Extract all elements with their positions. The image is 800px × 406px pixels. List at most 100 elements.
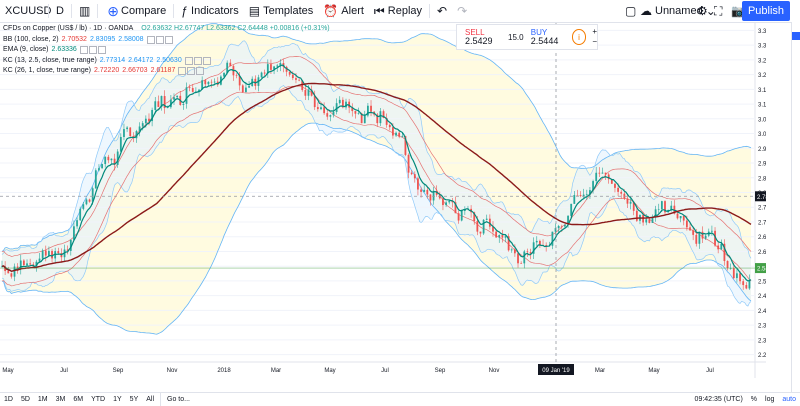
candle-body: [589, 190, 591, 194]
candle-body: [526, 251, 529, 253]
indicator-control-icon[interactable]: [184, 56, 193, 65]
candle-body: [354, 111, 357, 114]
candle-body: [385, 117, 388, 125]
legend-indicator-row[interactable]: EMA (9, close) 2.63336: [3, 45, 330, 56]
candle-body: [13, 266, 16, 277]
candle-body: [739, 273, 741, 282]
candle-body: [557, 226, 560, 229]
range-buttons: 1D 5D 1M 3M 6M YTD 1Y 5Y All: [0, 396, 158, 403]
candle-body: [685, 220, 688, 228]
settings-button[interactable]: ⚙: [692, 0, 713, 22]
price-chart[interactable]: 3.35000 3.30000 3.25000 3.20000 3.15000 3.100…: [0, 23, 766, 378]
candle-body: [129, 127, 132, 137]
sell-button[interactable]: SELL 2.5429: [457, 28, 506, 46]
candle-body: [207, 81, 210, 85]
indicator-controls[interactable]: [146, 35, 173, 44]
range-button-1m[interactable]: 1M: [37, 395, 48, 403]
chart-type-button[interactable]: ▥: [74, 0, 95, 22]
candle-body: [144, 118, 147, 124]
replay-icon: ⏮: [373, 3, 385, 18]
candle-body: [539, 240, 541, 246]
indicator-control-icon[interactable]: [146, 35, 155, 44]
indicator-control-icon[interactable]: [88, 46, 97, 55]
redo-button[interactable]: ↷: [452, 0, 472, 22]
buy-button[interactable]: BUY 2.5444: [526, 28, 572, 46]
candle-body: [323, 107, 326, 114]
range-button-1d[interactable]: 1D: [4, 395, 13, 403]
candle-body: [138, 126, 141, 132]
candle-body: [194, 91, 197, 93]
legend-indicator-row[interactable]: BB (100, close, 2) 2.70532 2.83095 2.58008: [3, 35, 330, 46]
indicator-control-icon[interactable]: [178, 67, 187, 76]
candle-body: [198, 89, 200, 92]
indicator-control-icon[interactable]: [155, 35, 164, 44]
price-tick-label: 2.65000: [758, 235, 766, 241]
indicator-controls[interactable]: [79, 46, 106, 55]
candle-body: [726, 261, 729, 269]
indicator-control-icon[interactable]: [196, 67, 205, 76]
log-toggle[interactable]: log: [765, 395, 775, 403]
indicators-button[interactable]: ƒ Indicators: [176, 0, 243, 22]
indicator-control-icon[interactable]: [202, 56, 211, 65]
candle-body: [714, 230, 716, 246]
templates-button[interactable]: ▤ Templates: [244, 0, 319, 22]
candle-body: [479, 231, 482, 234]
candle-body: [473, 212, 476, 222]
goto-button[interactable]: Go to...: [167, 395, 190, 403]
crosshair-time-label: 09 Jan '19: [542, 368, 570, 374]
indicator-control-icon[interactable]: [193, 56, 202, 65]
candle-body: [517, 253, 519, 264]
info-icon[interactable]: i: [571, 29, 587, 45]
range-button-1y[interactable]: 1Y: [113, 395, 122, 403]
candle-body: [682, 215, 685, 221]
indicator-control-icon[interactable]: [164, 35, 173, 44]
compare-button[interactable]: ⊕ Compare: [100, 0, 171, 22]
auto-toggle[interactable]: auto: [782, 395, 796, 403]
price-tick-label: 3.35000: [758, 29, 766, 35]
clock-time: 09:42:35 (UTC): [694, 395, 743, 403]
range-button-ytd[interactable]: YTD: [91, 395, 106, 403]
range-button-6m[interactable]: 6M: [73, 395, 84, 403]
price-tick-label: 2.30000: [758, 338, 766, 344]
range-button-5y[interactable]: 5Y: [129, 395, 139, 403]
candle-body: [410, 172, 413, 175]
percent-toggle[interactable]: %: [750, 395, 758, 403]
candle-body: [98, 168, 100, 171]
indicator-controls[interactable]: [184, 56, 211, 65]
range-button-3m[interactable]: 3M: [55, 395, 66, 403]
alert-button[interactable]: ⏰ Alert: [318, 0, 369, 22]
interval-button[interactable]: D: [56, 5, 64, 17]
symbol-input[interactable]: XCUUSD: [5, 5, 52, 17]
undo-icon: ↶: [437, 4, 448, 18]
candle-body: [545, 245, 548, 247]
alarm-icon: ⏰: [323, 4, 339, 18]
redo-icon: ↷: [457, 4, 468, 18]
fullscreen-button[interactable]: ▢: [620, 0, 641, 22]
candle-body: [510, 249, 513, 251]
candle-body: [717, 245, 720, 250]
expand-button[interactable]: ⛶: [709, 0, 727, 22]
indicator-control-icon[interactable]: [97, 46, 106, 55]
candle-body: [1, 266, 3, 267]
indicator-controls[interactable]: [178, 67, 205, 76]
legend-indicator-row[interactable]: KC (26, 1, close, true range) 2.72220 2.66…: [3, 66, 330, 77]
quantity-stepper[interactable]: + −: [592, 27, 597, 46]
candle-body: [573, 195, 576, 204]
candle-body: [101, 164, 103, 169]
indicator-control-icon[interactable]: [79, 46, 88, 55]
layout-menu[interactable]: ☁ Unnamed ⌄: [640, 0, 716, 22]
candle-body: [91, 188, 94, 202]
time-tick-label: Jul: [60, 368, 68, 374]
publish-button[interactable]: Publish: [742, 1, 790, 21]
undo-button[interactable]: ↶: [432, 0, 452, 22]
indicator-control-icon[interactable]: [187, 67, 196, 76]
candle-body: [260, 72, 263, 78]
toolbar-divider: [173, 4, 175, 18]
candle-body: [76, 220, 78, 227]
legend-indicator-row[interactable]: KC (13, 2.5, close, true range) 2.77314 2.…: [3, 56, 330, 67]
time-tick-label: May: [648, 368, 659, 374]
range-button-5d[interactable]: 5D: [20, 395, 30, 403]
replay-button[interactable]: ⏮ Replay: [369, 0, 427, 22]
save-icon[interactable]: [792, 32, 800, 40]
range-button-all[interactable]: All: [146, 395, 155, 403]
